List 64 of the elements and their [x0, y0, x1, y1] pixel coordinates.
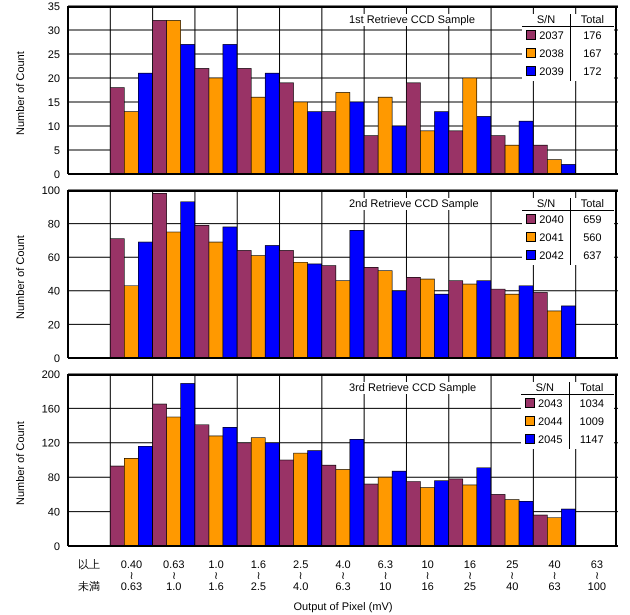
legend-label: 2039 — [522, 63, 570, 81]
y-tick-label: 0 — [54, 168, 60, 181]
x-tick-label: 63 ≀ 100 — [588, 559, 606, 593]
legend-label: 2042 — [522, 247, 570, 265]
x-tick-label: 2.5 ≀ 4.0 — [293, 559, 308, 593]
annotation: Total — [570, 14, 614, 26]
y-tick-label: 40 — [48, 286, 60, 298]
y-tick-label: 160 — [42, 403, 60, 416]
x-tick-label: 以上未満 — [78, 558, 100, 593]
y-tick-label: 25 — [48, 48, 60, 61]
annotation: 1009 — [578, 415, 605, 430]
y-tick-label: 200 — [42, 368, 60, 381]
annotation: 167 — [582, 47, 603, 62]
legend-title: S/N — [522, 14, 570, 26]
y-tick-label: 80 — [48, 218, 60, 231]
legend-title: S/N — [522, 198, 570, 210]
annotation: 637 — [582, 249, 603, 264]
y-tick-label: 40 — [48, 506, 60, 519]
annotation: 659 — [582, 213, 603, 228]
x-tick-label: 25 ≀ 40 — [506, 559, 518, 593]
y-tick-label: 0 — [54, 540, 60, 553]
x-tick-label: 10 ≀ 16 — [421, 559, 434, 593]
y-axis-title: Number of Count — [14, 235, 27, 319]
text: 2nd Retrieve CCD Sample — [343, 198, 485, 210]
legend-title: S/N — [521, 382, 570, 394]
annotation: 176 — [582, 29, 603, 44]
text: 3rd Retrieve CCD Sample — [343, 382, 482, 394]
y-tick-label: 5 — [54, 144, 60, 157]
y-tick-label: 0 — [54, 352, 60, 365]
y-tick-label: 20 — [48, 319, 60, 332]
legend-label: 2041 — [522, 229, 570, 247]
annotation: Total — [570, 198, 614, 210]
x-axis-title: Output of Pixel (mV) — [293, 601, 393, 613]
y-tick-label: 60 — [48, 252, 60, 264]
annotation: 1147 — [578, 433, 605, 448]
legend-label: 2040 — [522, 210, 570, 229]
y-axis-title: Number of Count — [14, 421, 27, 505]
annotation: 560 — [582, 231, 603, 246]
y-tick-label: 35 — [48, 0, 60, 13]
annotation: Total — [569, 382, 614, 394]
text: 1st Retrieve CCD Sample — [343, 14, 481, 26]
legend-label: 2043 — [521, 394, 570, 413]
y-axis-title: Number of Count — [14, 51, 27, 135]
y-tick-label: 10 — [48, 120, 60, 133]
x-tick-label: 4.0 ≀ 6.3 — [335, 559, 351, 593]
x-tick-label: 1.6 ≀ 2.5 — [250, 559, 266, 593]
legend-label: 2044 — [521, 413, 570, 431]
legend-label: 2045 — [521, 431, 570, 449]
y-tick-label: 15 — [48, 96, 60, 109]
x-tick-label: 0.40 ≀ 0.63 — [120, 559, 142, 593]
x-tick-label: 40 ≀ 63 — [548, 559, 561, 593]
annotation: 172 — [582, 65, 603, 80]
y-tick-label: 120 — [42, 438, 60, 450]
x-tick-label: 1.0 ≀ 1.6 — [208, 559, 224, 593]
y-tick-label: 100 — [42, 184, 60, 197]
y-tick-label: 30 — [48, 24, 60, 37]
y-tick-label: 80 — [48, 472, 60, 484]
legend-label: 2038 — [522, 45, 570, 63]
y-tick-label: 20 — [48, 72, 60, 85]
annotation: 1034 — [578, 397, 605, 412]
x-tick-label: 0.63 ≀ 1.0 — [163, 559, 184, 593]
x-tick-label: 6.3 ≀ 10 — [378, 559, 393, 593]
x-tick-label: 16 ≀ 25 — [464, 559, 476, 593]
legend-label: 2037 — [522, 26, 570, 45]
